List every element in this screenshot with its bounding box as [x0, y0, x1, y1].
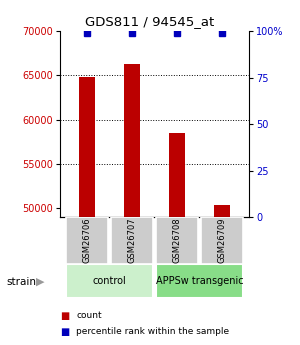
Text: GSM26708: GSM26708	[172, 218, 182, 264]
Text: strain: strain	[6, 277, 36, 287]
Bar	[66, 264, 153, 298]
Bar	[156, 264, 243, 298]
Text: ■: ■	[60, 311, 69, 321]
Bar	[66, 217, 108, 264]
Text: ■: ■	[60, 327, 69, 337]
Text: count: count	[76, 311, 102, 320]
Text: ▶: ▶	[36, 277, 45, 287]
Text: control: control	[93, 276, 126, 286]
Text: GSM26707: GSM26707	[128, 218, 136, 264]
Bar	[156, 217, 198, 264]
Text: GDS811 / 94545_at: GDS811 / 94545_at	[85, 16, 214, 29]
Text: GSM26706: GSM26706	[82, 218, 91, 264]
Text: APPSw transgenic: APPSw transgenic	[156, 276, 243, 286]
Bar	[124, 64, 140, 217]
Bar	[79, 77, 95, 217]
Bar	[214, 205, 230, 217]
Text: percentile rank within the sample: percentile rank within the sample	[76, 327, 230, 336]
Bar	[201, 217, 243, 264]
Bar	[169, 133, 185, 217]
Bar	[111, 217, 153, 264]
Text: GSM26709: GSM26709	[218, 218, 226, 263]
